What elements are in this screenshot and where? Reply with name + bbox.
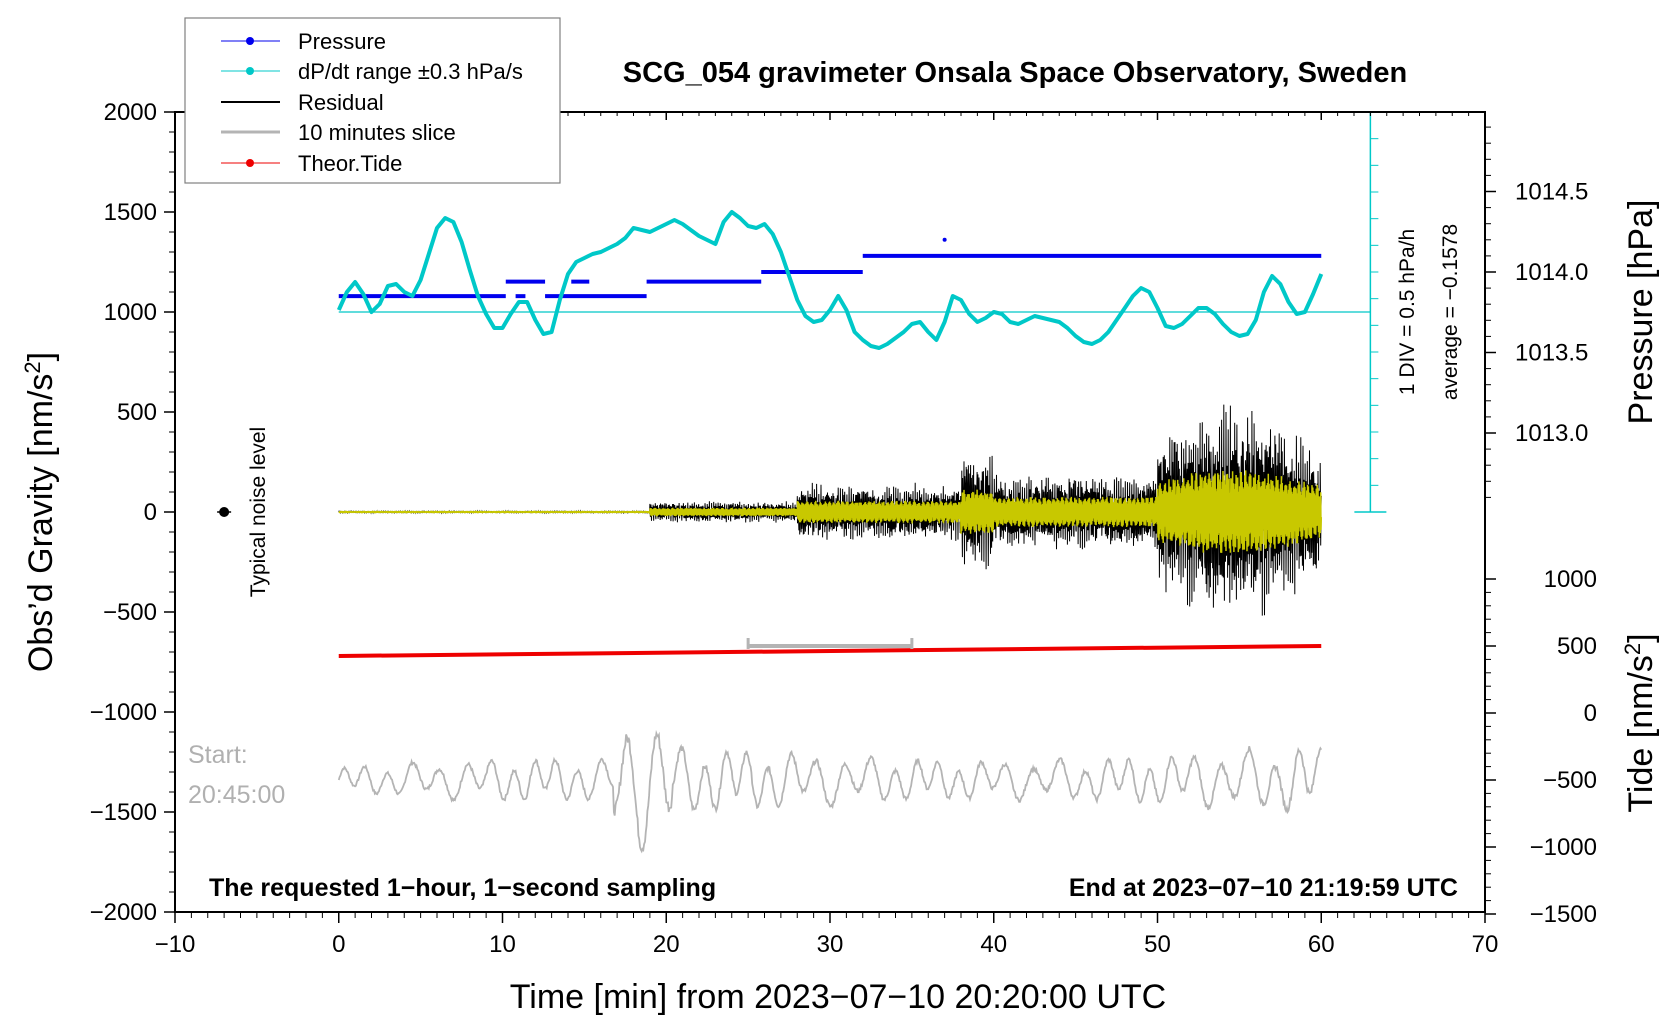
axes-layer: −10 0 10 20 30 40 50 60 70 2000 1500 1000 500 0 −500 −1… bbox=[90, 99, 1597, 958]
filtered-residual-line bbox=[338, 470, 1323, 553]
legend-slice-label: 10 minutes slice bbox=[298, 120, 456, 145]
pressure-point bbox=[942, 237, 947, 242]
sampling-note: The requested 1−hour, 1−second sampling bbox=[209, 874, 716, 902]
x-tick-label: 0 bbox=[332, 931, 345, 958]
tide-tick-label: 1000 bbox=[1544, 566, 1597, 593]
legend-dpdt-marker bbox=[246, 67, 254, 75]
dpdt-curve bbox=[336, 210, 1324, 350]
y-tick-label: −1000 bbox=[90, 699, 157, 726]
end-time-note: End at 2023−07−10 21:19:59 UTC bbox=[1069, 874, 1458, 902]
theor-tide-line bbox=[338, 644, 1322, 658]
x-axis-title: Time [min] from 2023−07−10 20:20:00 UTC bbox=[510, 978, 1166, 1016]
x-tick-label: 30 bbox=[817, 931, 844, 958]
slice-curve bbox=[337, 729, 1323, 854]
legend-pressure-label: Pressure bbox=[298, 29, 386, 54]
y-tick-label: 500 bbox=[117, 399, 157, 426]
tide-tick-label: 0 bbox=[1584, 700, 1597, 727]
legend: Pressure dP/dt range ±0.3 hPa/s Residual… bbox=[184, 17, 561, 184]
x-tick-label: 40 bbox=[980, 931, 1007, 958]
y-tick-label: −2000 bbox=[90, 899, 157, 926]
y-tick-label: 1500 bbox=[104, 199, 157, 226]
average-label: average = −0.1578 bbox=[1439, 224, 1462, 400]
div-label: 1 DIV = 0.5 hPa/h bbox=[1396, 229, 1419, 395]
y-tick-label: 2000 bbox=[104, 99, 157, 126]
noise-marker bbox=[219, 507, 230, 517]
legend-residual-label: Residual bbox=[298, 90, 384, 115]
pressure-tick-label: 1013.0 bbox=[1515, 420, 1588, 447]
pressure-tick-label: 1014.0 bbox=[1515, 259, 1588, 286]
series-layer bbox=[217, 111, 1387, 854]
pressure-tick-label: 1014.5 bbox=[1515, 179, 1588, 206]
x-tick-label: −10 bbox=[155, 931, 196, 958]
x-tick-label: 10 bbox=[489, 931, 516, 958]
tide-tick-label: 500 bbox=[1557, 633, 1597, 660]
x-tick-label: 20 bbox=[653, 931, 680, 958]
legend-pressure-marker bbox=[246, 37, 254, 45]
tide-tick-label: −500 bbox=[1543, 767, 1597, 794]
start-time: 20:45:00 bbox=[188, 781, 285, 809]
tide-tick-label: −1500 bbox=[1530, 901, 1597, 928]
chart-title: SCG_054 gravimeter Onsala Space Observat… bbox=[623, 57, 1407, 89]
y-tick-label: 0 bbox=[144, 499, 157, 526]
noise-level-label: Typical noise level bbox=[247, 427, 270, 597]
left-axis-title: Obs’d Gravity [nm/s2] bbox=[20, 352, 61, 672]
pressure-axis-title: Pressure [hPa] bbox=[1622, 200, 1660, 425]
legend-tide-marker bbox=[246, 159, 254, 167]
y-tick-label: −500 bbox=[103, 599, 157, 626]
start-label: Start: bbox=[188, 741, 248, 769]
x-tick-label: 60 bbox=[1308, 931, 1335, 958]
legend-dpdt-label: dP/dt range ±0.3 hPa/s bbox=[298, 59, 523, 84]
pressure-tick-label: 1013.5 bbox=[1515, 340, 1588, 367]
tide-tick-label: −1000 bbox=[1530, 834, 1597, 861]
tide-axis-title: Tide [nm/s2] bbox=[1620, 633, 1661, 812]
legend-tide-label: Theor.Tide bbox=[298, 151, 402, 176]
y-tick-label: 1000 bbox=[104, 299, 157, 326]
y-tick-label: −1500 bbox=[90, 799, 157, 826]
x-tick-label: 50 bbox=[1144, 931, 1171, 958]
legend-box bbox=[184, 17, 561, 184]
x-tick-label: 70 bbox=[1472, 931, 1499, 958]
